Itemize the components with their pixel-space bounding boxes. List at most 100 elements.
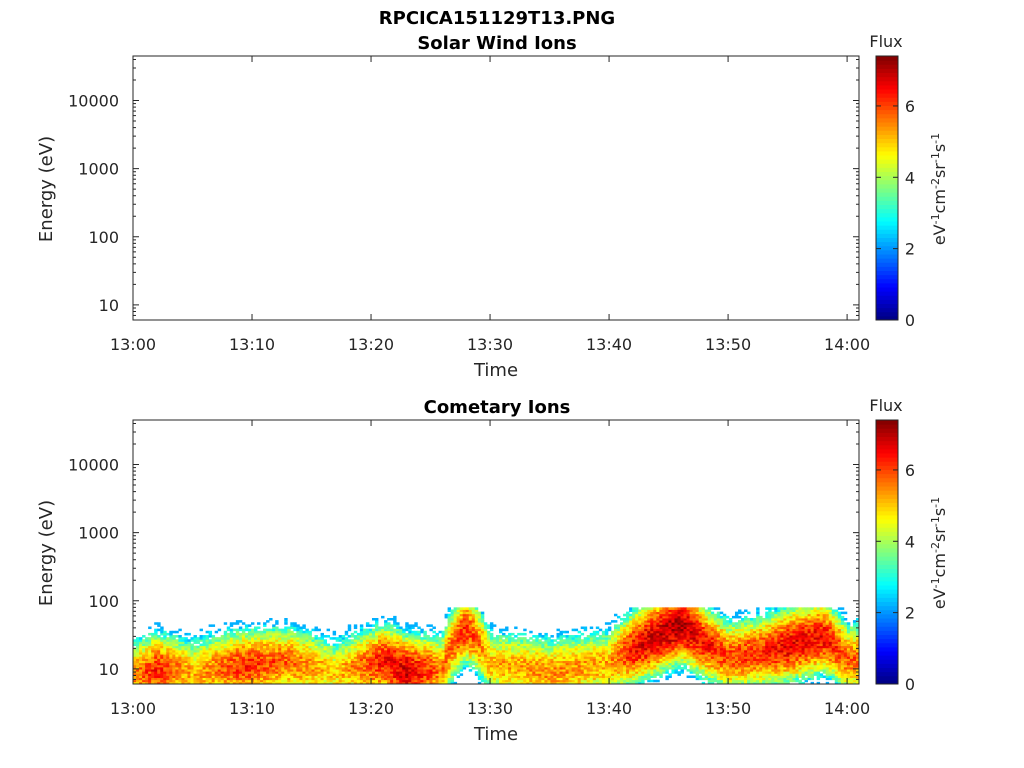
heatmap-cell [296, 675, 300, 679]
heatmap-cell [223, 643, 228, 647]
heatmap-cell [514, 671, 518, 674]
heatmap-cell [136, 658, 140, 661]
heatmap-cell [181, 660, 185, 664]
heatmap-cell [247, 679, 252, 683]
heatmap-cell [408, 645, 412, 649]
heatmap-cell [499, 675, 503, 679]
heatmap-cell [178, 662, 182, 666]
heatmap-cell [617, 656, 621, 659]
heatmap-cell [223, 622, 228, 625]
heatmap-cell [166, 656, 170, 659]
heatmap-cell [263, 622, 267, 625]
heatmap-cell [284, 652, 288, 655]
colorbar-segment [876, 204, 898, 210]
heatmap-cell [644, 639, 648, 642]
heatmap-cell [483, 647, 488, 651]
colorbar-segment [876, 196, 898, 201]
heatmap-cell [148, 675, 152, 679]
heatmap-cell [489, 656, 494, 659]
heatmap-cell [474, 628, 479, 632]
heatmap-cell [275, 622, 279, 625]
heatmap-cell [232, 645, 237, 649]
heatmap-cell [659, 647, 663, 651]
heatmap-cell [229, 645, 234, 649]
heatmap-cell [471, 652, 476, 655]
heatmap-cell [238, 664, 243, 668]
heatmap-cell [450, 666, 455, 670]
heatmap-cell [653, 641, 657, 644]
heatmap-cell [511, 632, 515, 636]
heatmap-cell [211, 673, 216, 676]
heatmap-cell [659, 628, 663, 632]
heatmap-cell [278, 647, 282, 651]
heatmap-cell [474, 637, 479, 640]
heatmap-cell [471, 662, 476, 666]
y-axis-label: Energy (eV) [36, 136, 57, 242]
heatmap-cell [356, 654, 361, 657]
heatmap-cell [635, 632, 639, 636]
heatmap-cell [629, 669, 633, 672]
colorbar-segment [876, 150, 898, 156]
colorbar-unit-label: eV-1cm-2sr-1s-1 [929, 133, 950, 245]
heatmap-cell [359, 643, 364, 647]
heatmap-cell [629, 620, 633, 623]
heatmap-cell [538, 632, 542, 636]
heatmap-cell [610, 679, 615, 683]
heatmap-cell [623, 632, 627, 636]
heatmap-cell [133, 664, 137, 668]
heatmap-cell [247, 639, 252, 642]
heatmap-cell [381, 615, 385, 619]
heatmap-cell [644, 669, 648, 672]
heatmap-cell [371, 647, 376, 651]
heatmap-cell [169, 632, 173, 636]
heatmap-cell [272, 669, 276, 672]
heatmap-cell [329, 660, 334, 664]
heatmap-cell [193, 656, 197, 659]
heatmap-cell [592, 675, 597, 679]
heatmap-cell [148, 647, 152, 651]
heatmap-cell [287, 647, 291, 651]
heatmap-cell [320, 643, 324, 647]
heatmap-cell [538, 671, 542, 674]
heatmap-cell [381, 669, 385, 672]
heatmap-cell [656, 611, 660, 615]
heatmap-cell [438, 671, 442, 674]
heatmap-cell [489, 624, 494, 627]
heatmap-cell [420, 671, 424, 674]
heatmap-cell [595, 675, 600, 679]
heatmap-cell [677, 622, 681, 625]
heatmap-cell [668, 611, 672, 615]
heatmap-cell [257, 647, 261, 651]
heatmap-cell [647, 622, 651, 625]
heatmap-cell [589, 632, 594, 636]
heatmap-cell [208, 649, 213, 653]
heatmap-cell [187, 675, 191, 679]
heatmap-cell [375, 639, 379, 642]
heatmap-cell [610, 658, 615, 661]
heatmap-cell [604, 652, 609, 655]
panel-title: Solar Wind Ions [417, 33, 576, 54]
heatmap-cell [371, 654, 376, 657]
heatmap-cell [293, 669, 297, 672]
heatmap-cell [441, 666, 445, 670]
heatmap-cell [350, 647, 355, 651]
heatmap-cell [574, 637, 579, 640]
heatmap-cell [196, 641, 200, 644]
heatmap-cell [378, 658, 382, 661]
heatmap-cell [683, 643, 687, 647]
heatmap-cell [623, 647, 627, 651]
heatmap-cell [335, 656, 340, 659]
heatmap-cell [317, 666, 321, 670]
heatmap-cell [241, 645, 246, 649]
heatmap-cell [471, 622, 476, 625]
heatmap-cell [523, 652, 527, 655]
heatmap-cell [293, 675, 297, 679]
heatmap-cell [644, 649, 648, 653]
heatmap-cell [169, 652, 173, 655]
heatmap-cell [232, 647, 237, 651]
heatmap-cell [278, 649, 282, 653]
heatmap-cell [393, 620, 397, 623]
heatmap-cell [626, 658, 630, 661]
heatmap-cell [142, 675, 146, 679]
heatmap-cell [459, 660, 464, 664]
